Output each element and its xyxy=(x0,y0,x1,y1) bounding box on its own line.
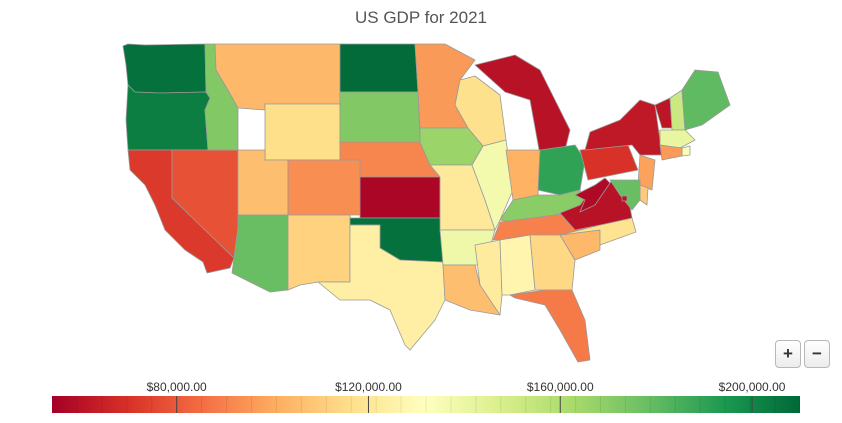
legend-tick-label: $80,000.00 xyxy=(146,380,207,394)
state-ri[interactable] xyxy=(681,145,691,157)
legend-tick-label: $200,000.00 xyxy=(718,380,786,394)
state-co[interactable] xyxy=(287,159,361,216)
zoom-in-button[interactable]: + xyxy=(775,340,801,368)
zoom-out-button[interactable]: − xyxy=(804,340,830,368)
legend-gradient xyxy=(52,396,800,413)
state-mt[interactable] xyxy=(214,43,341,111)
state-ma[interactable] xyxy=(659,129,696,149)
state-mi[interactable] xyxy=(474,54,571,156)
state-dc[interactable] xyxy=(621,195,628,202)
legend-tick-label: $160,000.00 xyxy=(526,380,594,394)
legend-tick-label: $120,000.00 xyxy=(335,380,402,394)
state-al[interactable] xyxy=(499,234,536,296)
us-choropleth-map[interactable] xyxy=(0,0,842,375)
state-oh[interactable] xyxy=(537,144,586,196)
state-fl[interactable] xyxy=(509,289,591,363)
state-wy[interactable] xyxy=(264,103,341,161)
state-wa[interactable] xyxy=(122,43,207,94)
state-nm[interactable] xyxy=(287,214,351,291)
color-legend-bar xyxy=(52,396,800,413)
state-il[interactable] xyxy=(471,139,514,231)
state-nd[interactable] xyxy=(339,43,419,93)
state-me[interactable] xyxy=(681,69,731,131)
state-tx[interactable] xyxy=(317,224,446,351)
state-sd[interactable] xyxy=(339,91,421,143)
state-wv[interactable] xyxy=(574,177,611,213)
state-ct[interactable] xyxy=(659,144,683,161)
map-title: US GDP for 2021 xyxy=(355,8,487,27)
state-ut[interactable] xyxy=(237,149,289,216)
state-de[interactable] xyxy=(639,184,649,206)
state-pa[interactable] xyxy=(579,144,639,181)
state-nj[interactable] xyxy=(637,154,656,191)
state-md[interactable] xyxy=(609,179,641,211)
state-ms[interactable] xyxy=(474,239,503,316)
state-az[interactable] xyxy=(231,214,289,293)
state-or[interactable] xyxy=(125,84,211,151)
state-ks[interactable] xyxy=(359,176,441,219)
